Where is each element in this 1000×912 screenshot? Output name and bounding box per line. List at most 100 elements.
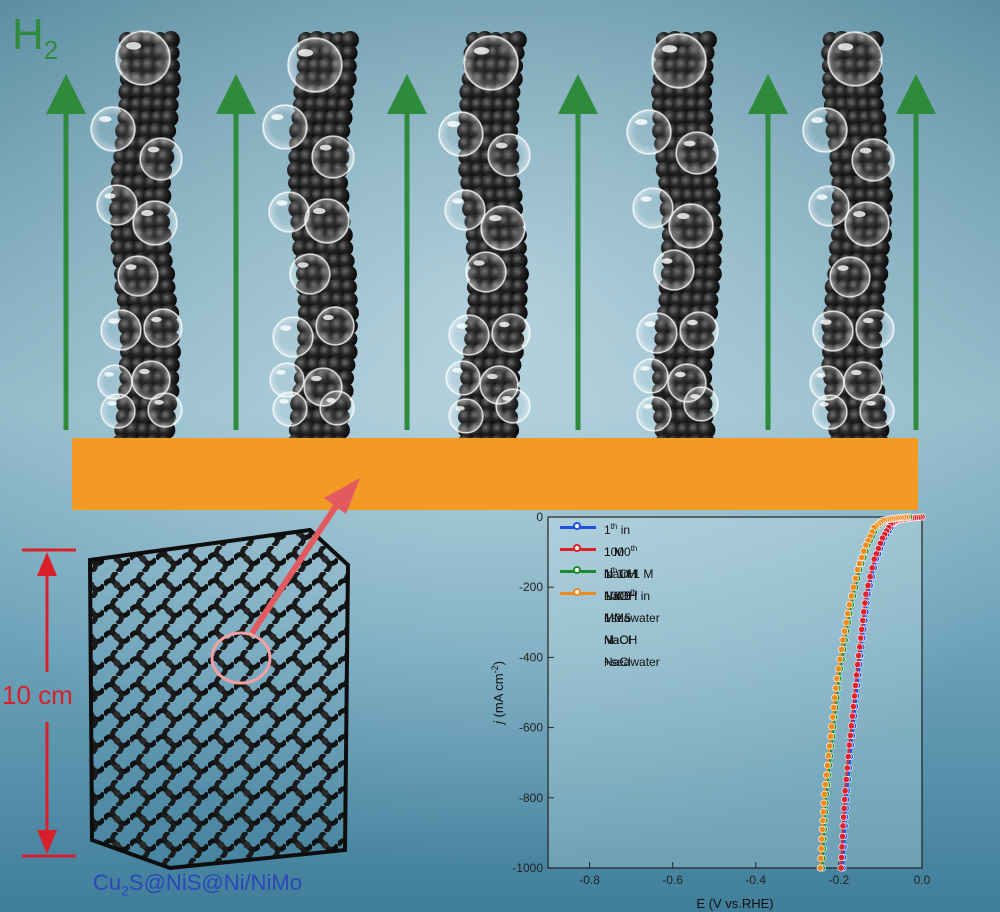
bubble-highlight [125, 264, 137, 270]
particle [340, 279, 357, 295]
gas-bubble [679, 311, 719, 351]
particle [162, 343, 181, 361]
gas-bubble [139, 137, 183, 181]
particle [872, 253, 889, 269]
data-point [848, 712, 856, 720]
particle [511, 292, 528, 308]
bubble-highlight [147, 146, 160, 153]
gas-bubble [444, 189, 486, 231]
particle [341, 292, 358, 308]
data-point [862, 541, 870, 549]
data-point [820, 799, 828, 807]
legend-label-number: 1 [604, 567, 611, 581]
particle [845, 305, 862, 321]
data-point [817, 854, 825, 862]
data-point [817, 845, 825, 853]
particle [847, 110, 864, 126]
particle [856, 97, 873, 113]
bubble-highlight [125, 42, 142, 50]
bubble-highlight [643, 403, 653, 409]
bubble-highlight [837, 265, 849, 271]
particle [870, 265, 889, 283]
nanorod-array [90, 30, 895, 452]
scale-bar [22, 548, 76, 858]
bubble-highlight [863, 317, 874, 324]
legend-swatch-marker [573, 566, 581, 574]
x-tick-label: -0.6 [662, 873, 683, 887]
gas-bubble [802, 107, 848, 153]
particle [501, 421, 520, 439]
data-point [847, 592, 855, 600]
data-point [818, 835, 826, 843]
gas-bubble [653, 249, 695, 291]
particle [162, 97, 179, 113]
bubble-highlight [311, 375, 322, 382]
legend-label-text: in 1 M NaOH +seawater [604, 589, 660, 669]
bubble-highlight [851, 369, 862, 376]
particle [705, 253, 722, 269]
gas-bubble [633, 358, 669, 394]
legend-label-number: 1000 [604, 545, 631, 559]
data-point [862, 590, 870, 598]
particle [868, 109, 887, 127]
nanorod [262, 31, 359, 452]
particle [873, 240, 890, 256]
gas-bubble [448, 398, 484, 434]
bubble-highlight [107, 400, 117, 406]
gas-bubble [827, 31, 883, 87]
bubble-highlight [687, 319, 698, 326]
particle [467, 292, 484, 308]
particle [141, 344, 158, 360]
legend-swatch-marker [573, 588, 581, 596]
data-point [825, 742, 833, 750]
data-point [840, 804, 848, 812]
zoom-circle [210, 631, 272, 685]
bubble-highlight [820, 319, 832, 325]
data-point [852, 671, 860, 679]
particle [336, 97, 353, 113]
data-point [838, 832, 846, 840]
data-point [838, 843, 846, 851]
data-point [854, 660, 862, 668]
foam-block [87, 527, 351, 871]
particle [696, 97, 713, 113]
particle [867, 97, 884, 113]
gas-bubble [465, 251, 507, 293]
gas-bubble [304, 198, 350, 244]
data-point [839, 636, 847, 644]
data-point [861, 599, 869, 607]
particle [510, 265, 529, 283]
bubble-highlight [811, 117, 824, 124]
nanorod [626, 31, 723, 452]
particle [658, 292, 675, 308]
particle [299, 162, 316, 178]
legend-swatch-marker [573, 544, 581, 552]
particle [703, 265, 722, 283]
data-point [866, 573, 874, 581]
bubble-highlight [677, 213, 690, 220]
particle [857, 292, 874, 308]
particle [130, 84, 147, 100]
particle [160, 292, 177, 308]
gas-bubble [448, 314, 490, 356]
bubble-highlight [473, 47, 490, 55]
gas-bubble [272, 316, 314, 358]
particle [338, 265, 357, 283]
bubble-highlight [495, 142, 508, 149]
data-point [844, 609, 852, 617]
bubble-highlight [139, 368, 150, 375]
chart-axis-ticks: -0.8 -0.6 -0.4 -0.2 0.0 0 -200 -400 -600 -800 -100… [490, 510, 931, 911]
gas-bubble [311, 135, 355, 179]
bubble-highlight [323, 314, 334, 321]
legend-label-sup: th [610, 566, 618, 575]
particle [163, 357, 180, 373]
data-point [831, 694, 839, 702]
particle [338, 253, 355, 269]
data-point [845, 601, 853, 609]
data-point [833, 674, 841, 682]
particle [652, 97, 669, 113]
bubble-highlight [473, 260, 485, 266]
particle [338, 84, 355, 100]
lsv-chart: -0.8 -0.6 -0.4 -0.2 0.0 0 -200 -400 -600 -800 -100… [490, 510, 931, 911]
x-tick-label: -0.4 [745, 873, 766, 887]
